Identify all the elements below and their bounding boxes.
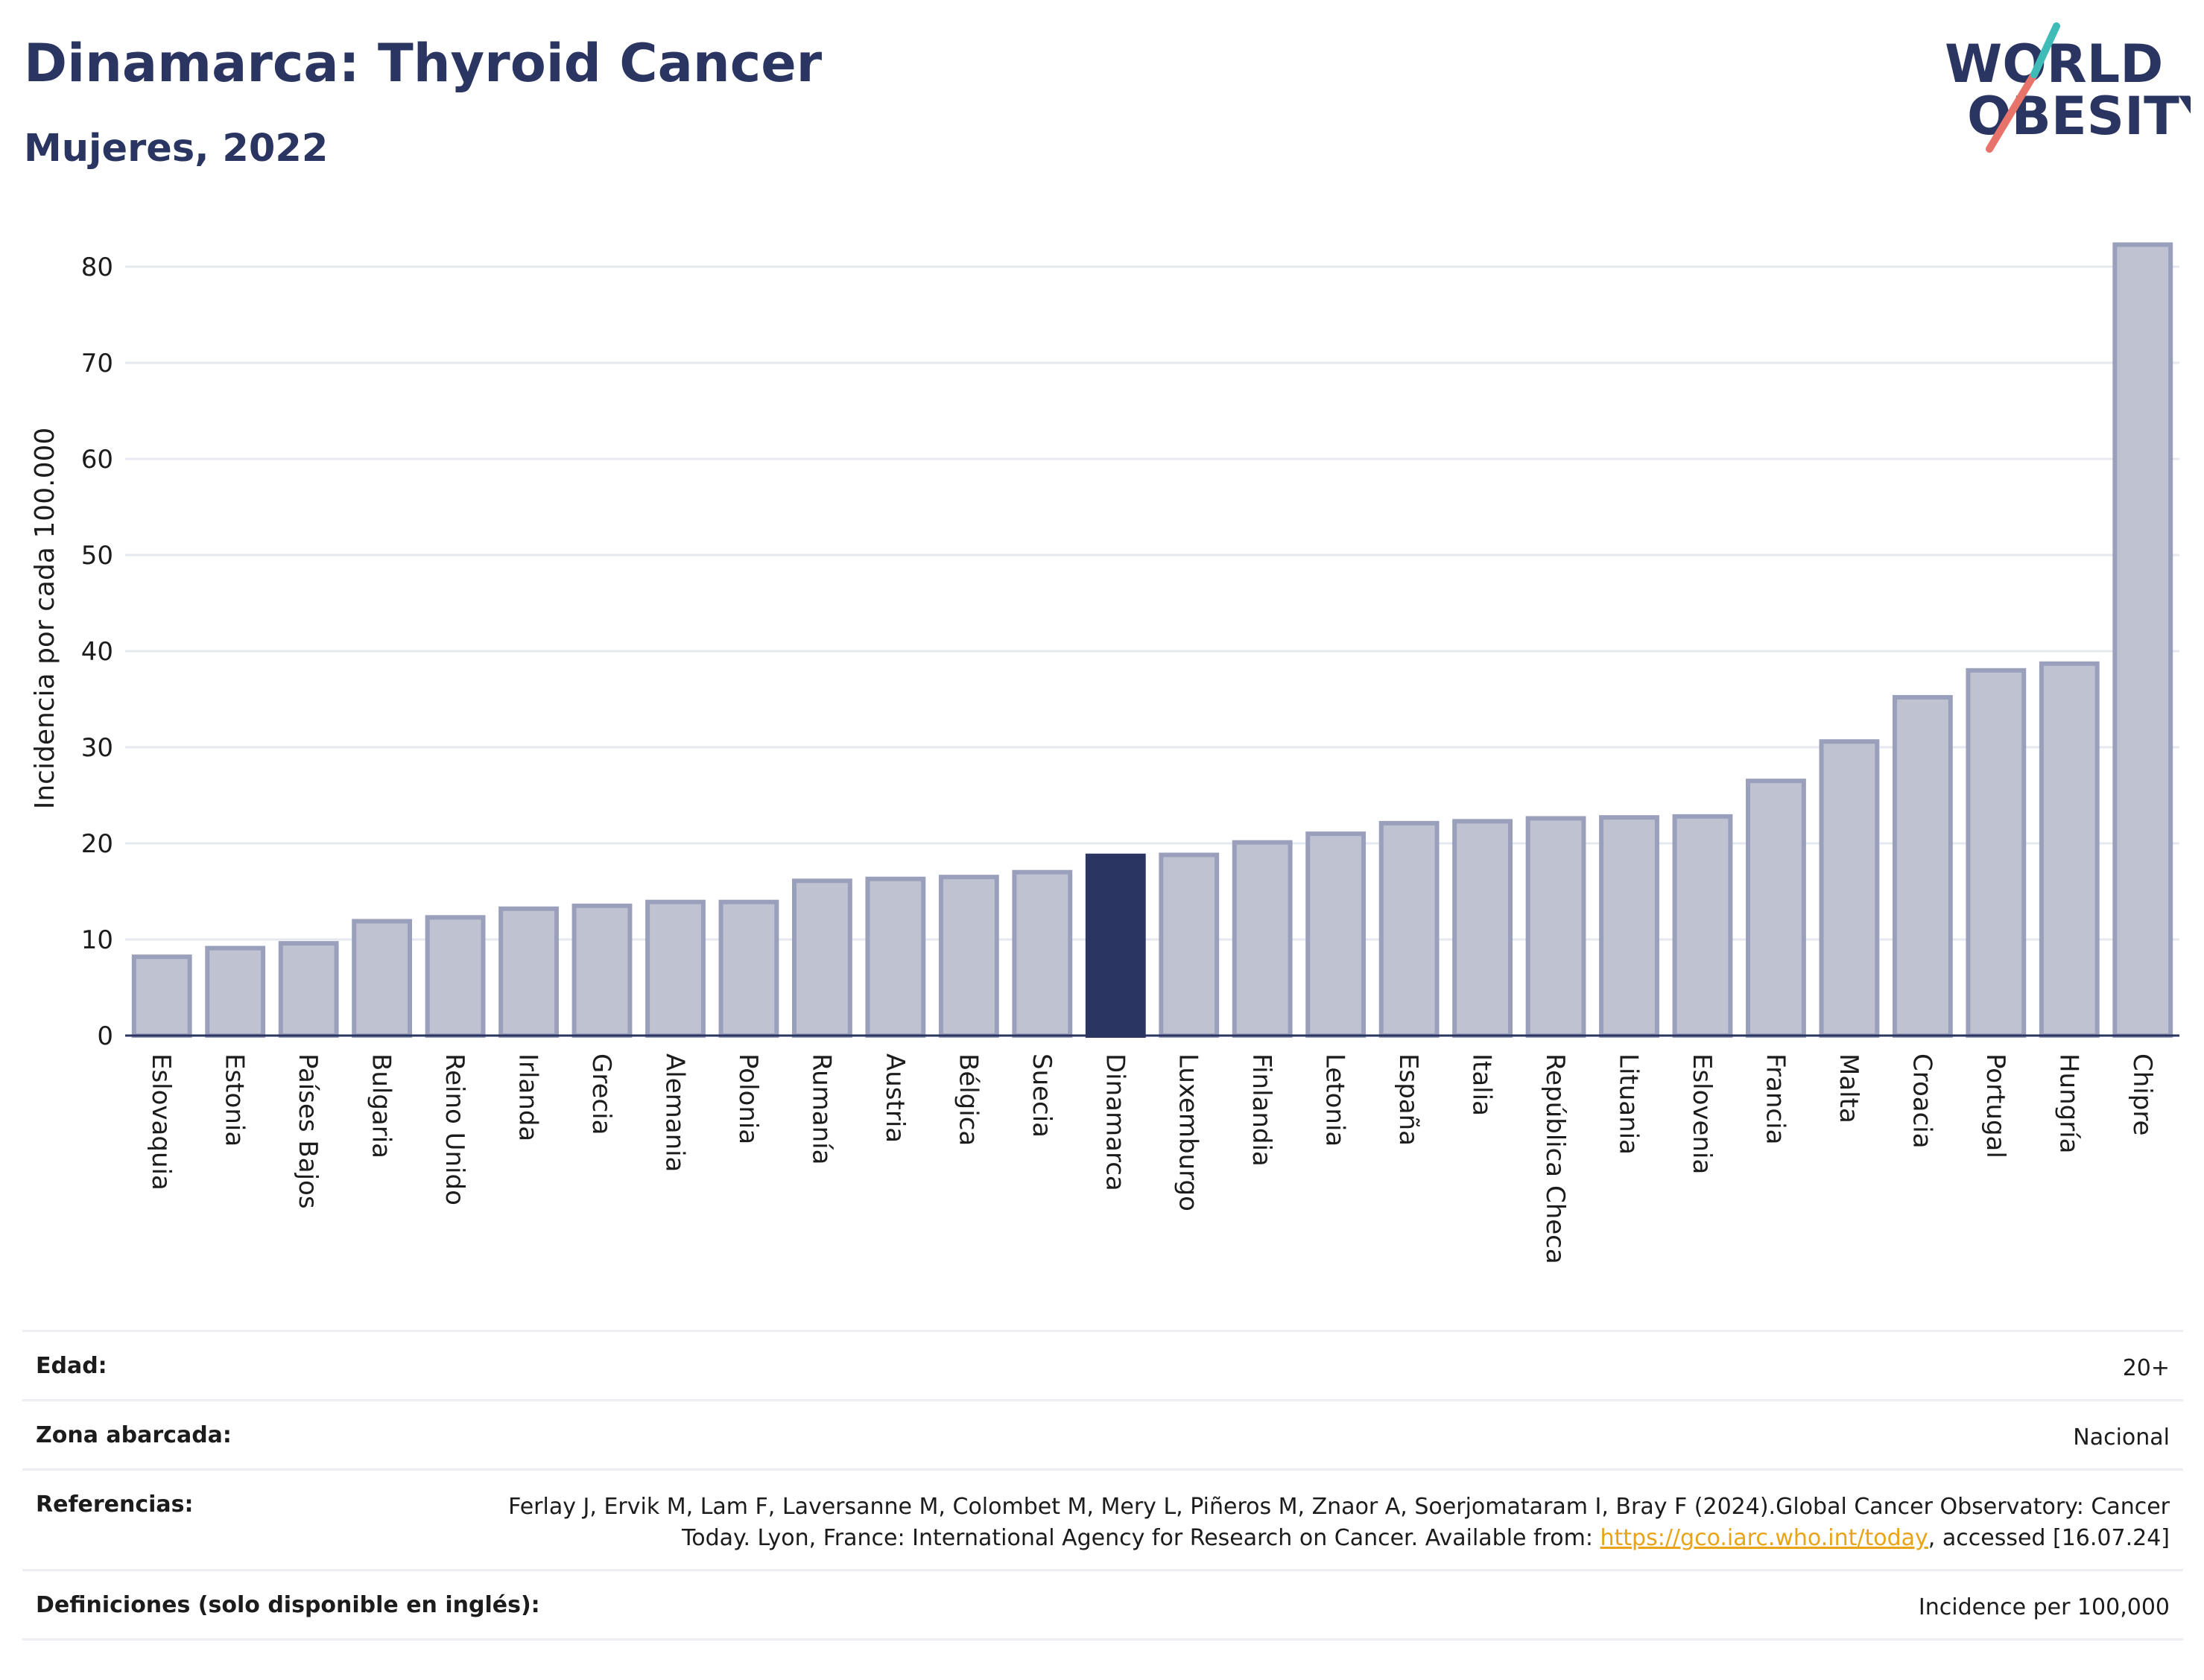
x-tick-label: Bélgica [953,1053,983,1146]
bars-layer [131,242,2173,1039]
bar-luxemburgo [1159,852,1220,1038]
bar-polonia [718,899,779,1038]
y-tick-label: 70 [81,349,113,378]
y-tick-label: 80 [81,253,113,282]
bar-lituania [1599,815,1659,1039]
references-text: Ferlay J, Ervik M, Lam F, Laversanne M, … [508,1494,2170,1551]
bar-francia [1746,779,1806,1039]
meta-row-zone: Zona abarcada: Nacional [22,1399,2183,1468]
references-label: Referencias: [36,1492,194,1518]
x-tick-label: Lituania [1614,1053,1644,1155]
x-tick-label: Letonia [1320,1053,1350,1147]
y-tick-label: 60 [81,445,113,475]
x-tick-label: Italia [1467,1053,1497,1116]
x-tick-label: Hungría [2053,1053,2083,1154]
bar-hungría [2039,661,2100,1039]
y-tick-label: 10 [81,925,113,955]
zone-label: Zona abarcada: [36,1422,232,1448]
axis-layer: 0 10 20 30 40 50 60 70 80 Eslovaquia Estonia Países… [81,253,2179,1264]
x-tick-label: Portugal [1980,1053,2010,1158]
age-label: Edad: [36,1353,107,1379]
references-value: Ferlay J, Ervik M, Lam F, Laversanne M, … [456,1492,2170,1554]
meta-row-age: Edad: 20+ [22,1330,2183,1399]
x-tick-label: Estonia [220,1053,250,1147]
svg-text:WORLD: WORLD [1945,34,2163,95]
bar-portugal [1966,668,2027,1038]
age-value: 20+ [2122,1355,2170,1381]
bar-suecia [1012,869,1073,1038]
bar-eslovenia [1672,814,1733,1038]
x-tick-label: Croacia [1907,1053,1937,1149]
x-tick-label: Finlandia [1247,1053,1276,1167]
bar-eslovaquia [131,954,192,1038]
x-tick-label: Dinamarca [1100,1053,1130,1191]
x-tick-label: Eslovenia [1687,1053,1717,1174]
bar-grecia [571,903,633,1038]
bar-croacia [1892,694,1953,1038]
y-tick-label: 0 [97,1021,113,1051]
x-tick-label: Reino Unido [440,1053,469,1205]
x-tick-label: Polonia [733,1053,763,1144]
x-tick-label: Chipre [2127,1053,2157,1135]
x-tick-label: Alemania [659,1053,689,1172]
x-tick-label: España [1393,1053,1423,1146]
x-tick-label: Austria [880,1053,910,1143]
bar-chart: 0 10 20 30 40 50 60 70 80 Eslovaquia Estonia Países… [30,242,2179,1264]
y-axis-label: Incidencia por cada 100.000 [30,428,60,810]
bar-república-checa [1525,816,1586,1038]
definitions-value: Incidence per 100,000 [1918,1594,2170,1620]
x-tick-label: Luxemburgo [1174,1053,1203,1211]
definitions-label: Definiciones (solo disponible en inglés)… [36,1592,540,1618]
x-tick-label: Suecia [1027,1053,1057,1138]
bar-bélgica [938,875,999,1039]
page-subtitle: Mujeres, 2022 [24,127,329,171]
y-tick-label: 20 [81,829,113,859]
x-tick-label: Países Bajos [293,1053,323,1209]
bar-rumanía [791,878,852,1039]
bar-alemania [645,899,706,1038]
page-title: Dinamarca: Thyroid Cancer [24,33,823,94]
x-tick-label: Irlanda [513,1053,543,1141]
bar-letonia [1305,831,1367,1038]
y-tick-label: 50 [81,541,113,571]
bar-dinamarca [1085,853,1146,1039]
svg-text:OBESITY: OBESITY [1967,86,2191,147]
zone-value: Nacional [2073,1424,2170,1451]
bar-finlandia [1232,840,1293,1038]
bar-países-bajos [278,941,339,1039]
references-link[interactable]: https://gco.iarc.who.int/today [1600,1525,1928,1551]
world-obesity-logo: WORLD OBESITY [1945,22,2191,153]
x-tick-label: Grecia [586,1053,616,1135]
meta-row-references: Referencias: Ferlay J, Ervik M, Lam F, L… [22,1468,2183,1569]
bar-austria [865,876,926,1038]
bar-españa [1378,820,1440,1039]
references-tail: , accessed [16.07.24] [1928,1525,2170,1551]
bar-malta [1819,739,1880,1038]
bar-bulgaria [352,919,413,1038]
metadata-table: Edad: 20+ Zona abarcada: Nacional Refere… [22,1330,2183,1641]
bar-estonia [205,945,266,1038]
y-tick-label: 40 [81,637,113,667]
bar-irlanda [498,906,559,1038]
x-tick-label: Rumanía [806,1053,836,1164]
y-tick-label: 30 [81,733,113,763]
bar-italia [1452,819,1513,1038]
meta-row-definitions: Definiciones (solo disponible en inglés)… [22,1569,2183,1641]
x-tick-label: Eslovaquia [146,1053,176,1191]
x-tick-label: Bulgaria [367,1053,396,1158]
bar-reino-unido [425,915,486,1038]
x-tick-label: Francia [1760,1053,1790,1144]
bar-chipre [2112,242,2173,1039]
x-tick-label: República Checa [1540,1053,1570,1264]
x-tick-label: Malta [1834,1053,1863,1123]
